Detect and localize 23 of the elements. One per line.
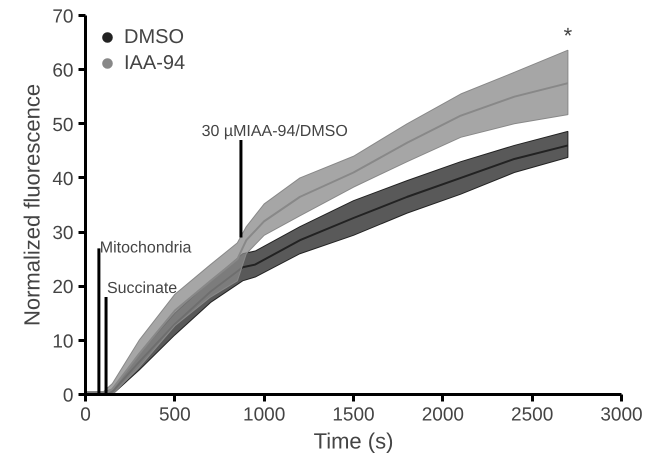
- legend-label: DMSO: [124, 26, 184, 48]
- y-tick-label: 30: [52, 223, 74, 244]
- x-tick-label: 1000: [243, 404, 286, 426]
- y-tick-label: 40: [52, 168, 74, 190]
- x-tick-label: 500: [158, 404, 191, 426]
- y-tick-label: 50: [52, 114, 74, 136]
- x-tick-label: 2000: [422, 404, 464, 426]
- y-tick-label: 70: [52, 6, 74, 28]
- annotation: 30 µMIAA-94/DMSO: [202, 123, 348, 140]
- y-tick-label: 10: [52, 331, 74, 352]
- x-axis-title: Time (s): [314, 428, 394, 454]
- legend-label: IAA-94: [124, 52, 186, 74]
- annotation: *: [564, 23, 573, 48]
- y-tick-label: 0: [62, 386, 74, 406]
- y-tick-label: 20: [52, 277, 74, 298]
- x-tick-label: 2500: [511, 404, 554, 426]
- x-tick-label: 3000: [600, 404, 643, 426]
- annotation: Succinate: [106, 280, 178, 298]
- y-axis-title: Normalized fluorescence: [19, 84, 44, 326]
- x-tick-label: 0: [80, 404, 91, 426]
- x-tick-label: 1500: [332, 404, 375, 426]
- y-tick-label: 60: [52, 60, 74, 82]
- annotation: Mitochondria: [100, 239, 192, 256]
